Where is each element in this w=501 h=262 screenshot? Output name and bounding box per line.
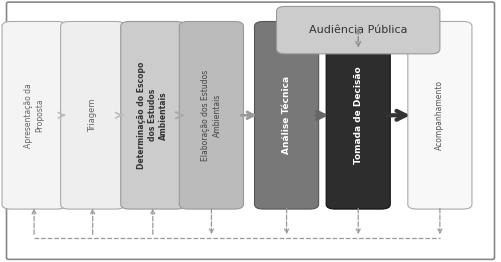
FancyBboxPatch shape xyxy=(277,6,440,54)
FancyBboxPatch shape xyxy=(7,2,494,259)
Text: Triagem: Triagem xyxy=(88,99,97,132)
FancyBboxPatch shape xyxy=(61,21,125,209)
Text: Acompanhamento: Acompanhamento xyxy=(435,80,444,150)
Text: Apresentação da
Proposta: Apresentação da Proposta xyxy=(24,83,44,148)
FancyBboxPatch shape xyxy=(255,21,319,209)
Text: Análise Técnica: Análise Técnica xyxy=(282,76,291,154)
FancyBboxPatch shape xyxy=(2,21,66,209)
FancyBboxPatch shape xyxy=(408,21,472,209)
Text: Determinação do Escopo
dos Estudos
Ambientais: Determinação do Escopo dos Estudos Ambie… xyxy=(137,62,168,169)
FancyBboxPatch shape xyxy=(121,21,185,209)
Text: Elaboração dos Estudos
Ambientais: Elaboração dos Estudos Ambientais xyxy=(201,70,221,161)
FancyBboxPatch shape xyxy=(326,21,390,209)
Text: Tomada de Decisão: Tomada de Decisão xyxy=(354,67,363,164)
Text: Audiência Pública: Audiência Pública xyxy=(309,25,407,35)
FancyBboxPatch shape xyxy=(179,21,243,209)
